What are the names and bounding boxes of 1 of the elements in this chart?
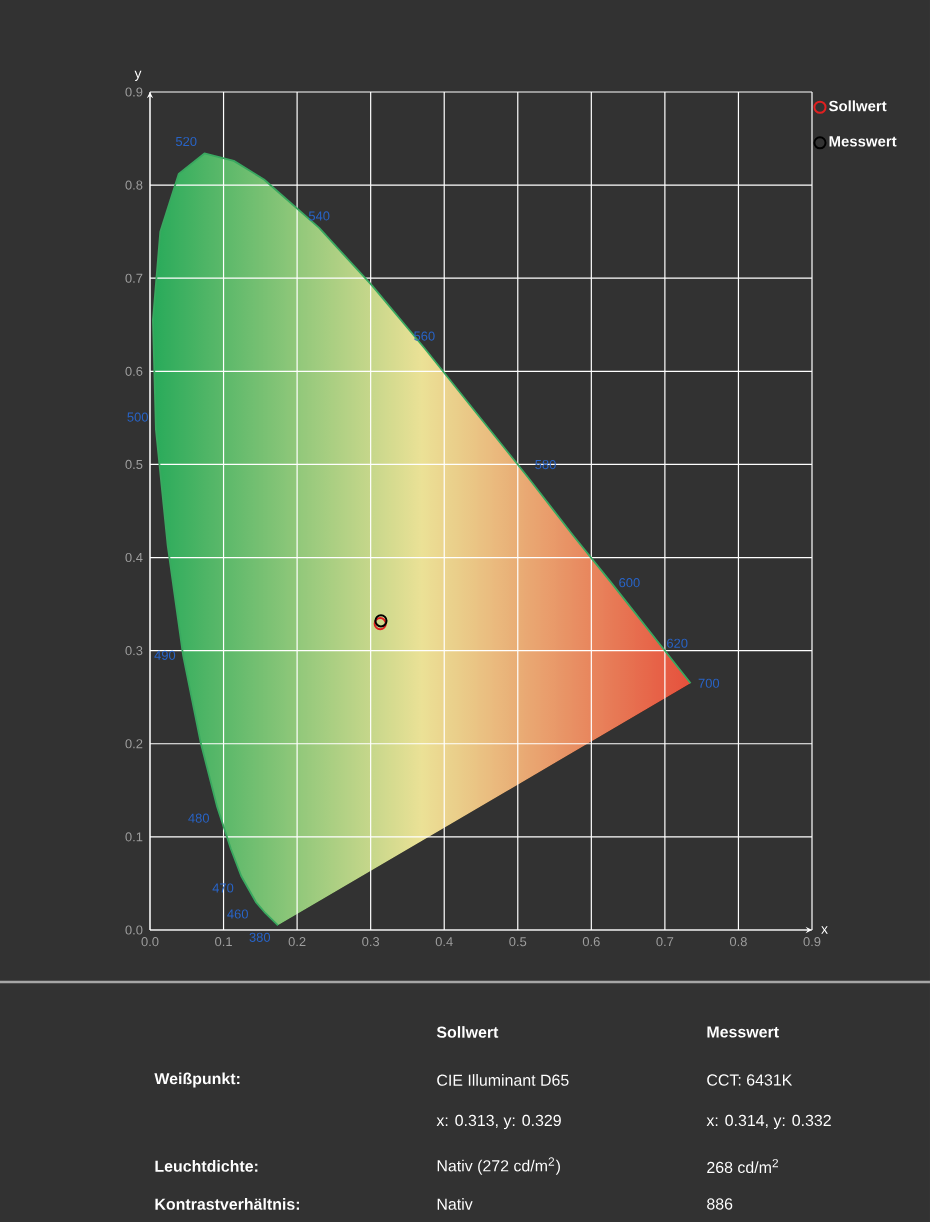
line-series (152, 152, 692, 927)
